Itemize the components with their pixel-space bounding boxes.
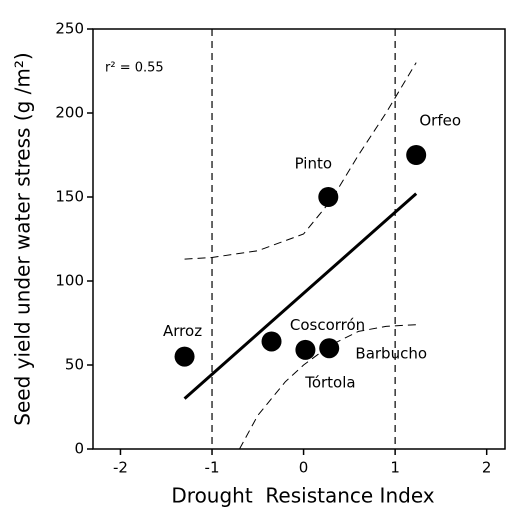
annotation: r² = 0.55 — [105, 61, 164, 76]
y-tick-label: 50 — [65, 356, 84, 374]
plot-frame — [92, 28, 506, 450]
x-tick-label: 1 — [390, 459, 400, 477]
x-tick-label: 0 — [299, 459, 309, 477]
point-label: Tórtola — [304, 373, 355, 391]
point-label: Pinto — [295, 155, 332, 173]
y-tick-label: 150 — [55, 188, 84, 206]
y-tick-label: 200 — [55, 104, 84, 122]
y-axis-label: Seed yield under water stress (g /m²) — [11, 52, 35, 425]
data-point — [174, 346, 195, 367]
x-tick-label: -1 — [205, 459, 220, 477]
data-point — [406, 145, 427, 165]
confidence-band — [239, 324, 417, 450]
data-point — [319, 338, 340, 359]
point-label: Coscorrón — [290, 316, 365, 334]
regression-line — [183, 192, 418, 400]
y-tick-label: 0 — [74, 440, 84, 458]
y-tick-label: 100 — [55, 272, 84, 290]
data-point — [295, 339, 316, 360]
data-point — [261, 331, 282, 352]
point-label: Barbucho — [355, 345, 427, 363]
confidence-band — [184, 62, 417, 260]
data-point — [318, 187, 339, 207]
point-label: Orfeo — [419, 112, 461, 130]
x-axis-label: Drought Resistance Index — [171, 484, 434, 508]
point-label: Arroz — [163, 322, 202, 340]
y-tick-label: 250 — [55, 20, 84, 38]
x-tick-label: -2 — [113, 459, 128, 477]
x-tick-label: 2 — [482, 459, 492, 477]
